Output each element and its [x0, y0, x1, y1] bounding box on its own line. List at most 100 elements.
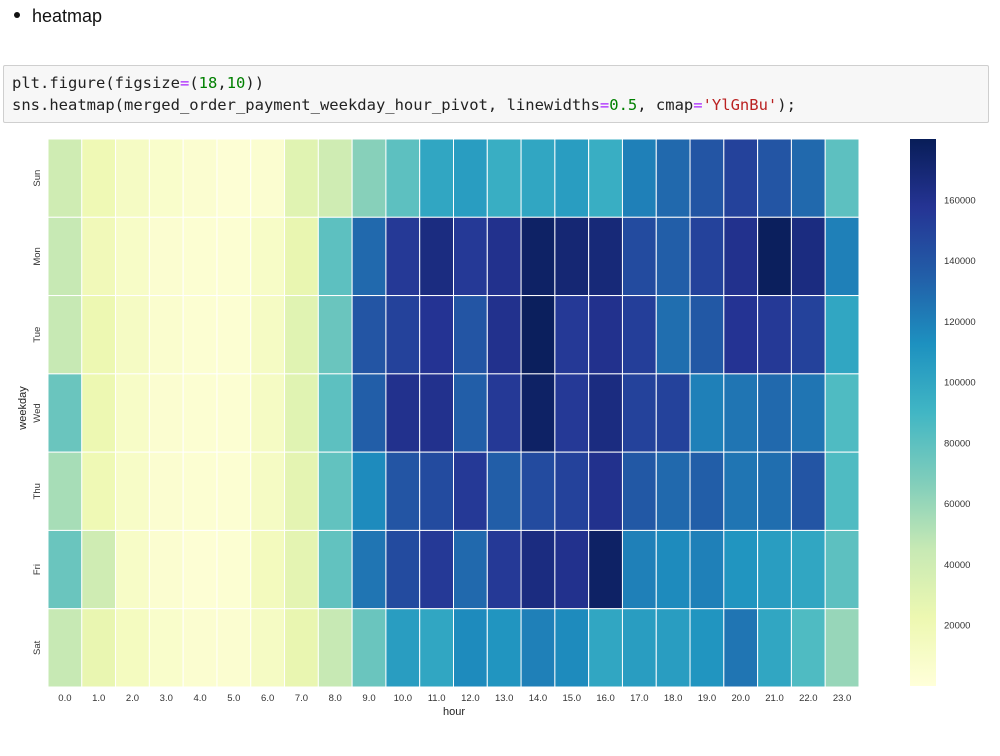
heatmap-cell [790, 138, 826, 218]
code-cell[interactable]: plt.figure(figsize=(18,10)) sns.heatmap(m… [3, 65, 989, 123]
x-tick-label: 11.0 [428, 693, 446, 704]
heatmap-cell [790, 529, 826, 610]
heatmap-cell [621, 373, 657, 453]
heatmap-cell [148, 608, 184, 688]
heatmap-cell [757, 451, 792, 531]
heatmap-cell [317, 138, 353, 218]
heatmap-cell [453, 138, 488, 218]
heatmap-cell [453, 373, 488, 453]
heatmap-cell [115, 529, 150, 610]
heatmap-cell [47, 529, 83, 610]
heatmap-cell [115, 373, 150, 453]
heatmap-svg: 0.0 1.0 2.0 3.0 4.0 5.0 6.0 7.0 8.0 9.0 10.0 11.0 12… [17, 138, 976, 718]
x-tick-label: 20.0 [731, 693, 750, 704]
heatmap-cell [216, 451, 252, 531]
heatmap-cell [419, 373, 455, 453]
x-axis-label: hour [443, 706, 465, 718]
heatmap-cell [453, 451, 488, 531]
heatmap-cell [351, 529, 387, 610]
code-line-2: sns.heatmap(merged_order_payment_weekday… [12, 96, 796, 114]
heatmap-cell [284, 608, 319, 688]
x-tick-label: 0.0 [58, 693, 71, 704]
y-tick-label: Tue [32, 327, 43, 343]
heatmap-cell [689, 373, 725, 453]
y-tick-label: Wed [32, 403, 43, 422]
heatmap-cell [250, 295, 286, 375]
heatmap-cell [182, 373, 218, 453]
heatmap-cell [486, 373, 522, 453]
heatmap-cell [655, 608, 691, 688]
heatmap-cell [824, 529, 860, 610]
heatmap-cell [655, 373, 691, 453]
heatmap-cell [790, 608, 826, 688]
heatmap-cell [250, 216, 286, 297]
colorbar-tick-labels: 20000 40000 60000 80000 100000 120000 140000 16… [944, 195, 976, 631]
heatmap-cell [385, 138, 421, 218]
y-tick-label: Mon [32, 247, 43, 265]
heatmap-cell [453, 295, 488, 375]
heatmap-cell [317, 216, 353, 297]
heatmap-cell [351, 373, 387, 453]
x-tick-label: 18.0 [664, 693, 683, 704]
x-tick-label: 7.0 [295, 693, 308, 704]
heatmap-cell [115, 608, 150, 688]
bullet-dot-icon [14, 12, 20, 19]
heatmap-cell [250, 451, 286, 531]
heatmap-cell [47, 608, 83, 688]
colorbar-tick-label: 60000 [944, 499, 970, 510]
x-tick-label: 13.0 [495, 693, 514, 704]
heatmap-cell [419, 295, 455, 375]
heatmap-cell [757, 608, 792, 688]
heatmap-cell [216, 373, 252, 453]
heatmap-cell [486, 295, 522, 375]
colorbar [910, 139, 936, 686]
heatmap-cell [486, 608, 522, 688]
bullet-item: heatmap [14, 6, 102, 27]
heatmap-cell [520, 451, 556, 531]
x-tick-label: 6.0 [261, 693, 274, 704]
heatmap-cell [824, 451, 860, 531]
heatmap-cell [554, 451, 590, 531]
heatmap-cell [216, 608, 252, 688]
heatmap-cell [757, 529, 792, 610]
heatmap-cell [790, 216, 826, 297]
heatmap-cell [621, 216, 657, 297]
heatmap-cell [216, 138, 252, 218]
code-line-1: plt.figure(figsize=(18,10)) [12, 74, 265, 92]
heatmap-cell [385, 295, 421, 375]
heatmap-cell [351, 608, 387, 688]
heatmap-cell [520, 295, 556, 375]
heatmap-cell [216, 295, 252, 375]
heatmap-cell [588, 608, 623, 688]
heatmap-cell [419, 451, 455, 531]
heatmap-cell [655, 216, 691, 297]
heatmap-cell [621, 451, 657, 531]
x-tick-label: 9.0 [362, 693, 375, 704]
heatmap-cell [689, 216, 725, 297]
heatmap-cell [453, 529, 488, 610]
heatmap-cell [47, 216, 83, 297]
heatmap-cell [655, 295, 691, 375]
heatmap-cell [486, 216, 522, 297]
heatmap-cell [81, 295, 117, 375]
heatmap-cell [148, 295, 184, 375]
heatmap-cell [588, 451, 623, 531]
heatmap-cell [385, 529, 421, 610]
heatmap-cell [148, 216, 184, 297]
heatmap-cell [757, 295, 792, 375]
heatmap-cell [284, 529, 319, 610]
heatmap-cell [621, 295, 657, 375]
heatmap-cell [284, 451, 319, 531]
heatmap-cell [790, 373, 826, 453]
colorbar-tick-label: 40000 [944, 560, 970, 571]
heatmap-cell [317, 373, 353, 453]
heatmap-cell [790, 451, 826, 531]
heatmap-cell [554, 529, 590, 610]
x-tick-label: 1.0 [92, 693, 105, 704]
colorbar-tick-label: 120000 [944, 317, 976, 328]
heatmap-cell [182, 138, 218, 218]
heatmap-cell [419, 216, 455, 297]
heatmap-cell [689, 608, 725, 688]
heatmap-cells [47, 138, 860, 688]
heatmap-cell [81, 216, 117, 297]
